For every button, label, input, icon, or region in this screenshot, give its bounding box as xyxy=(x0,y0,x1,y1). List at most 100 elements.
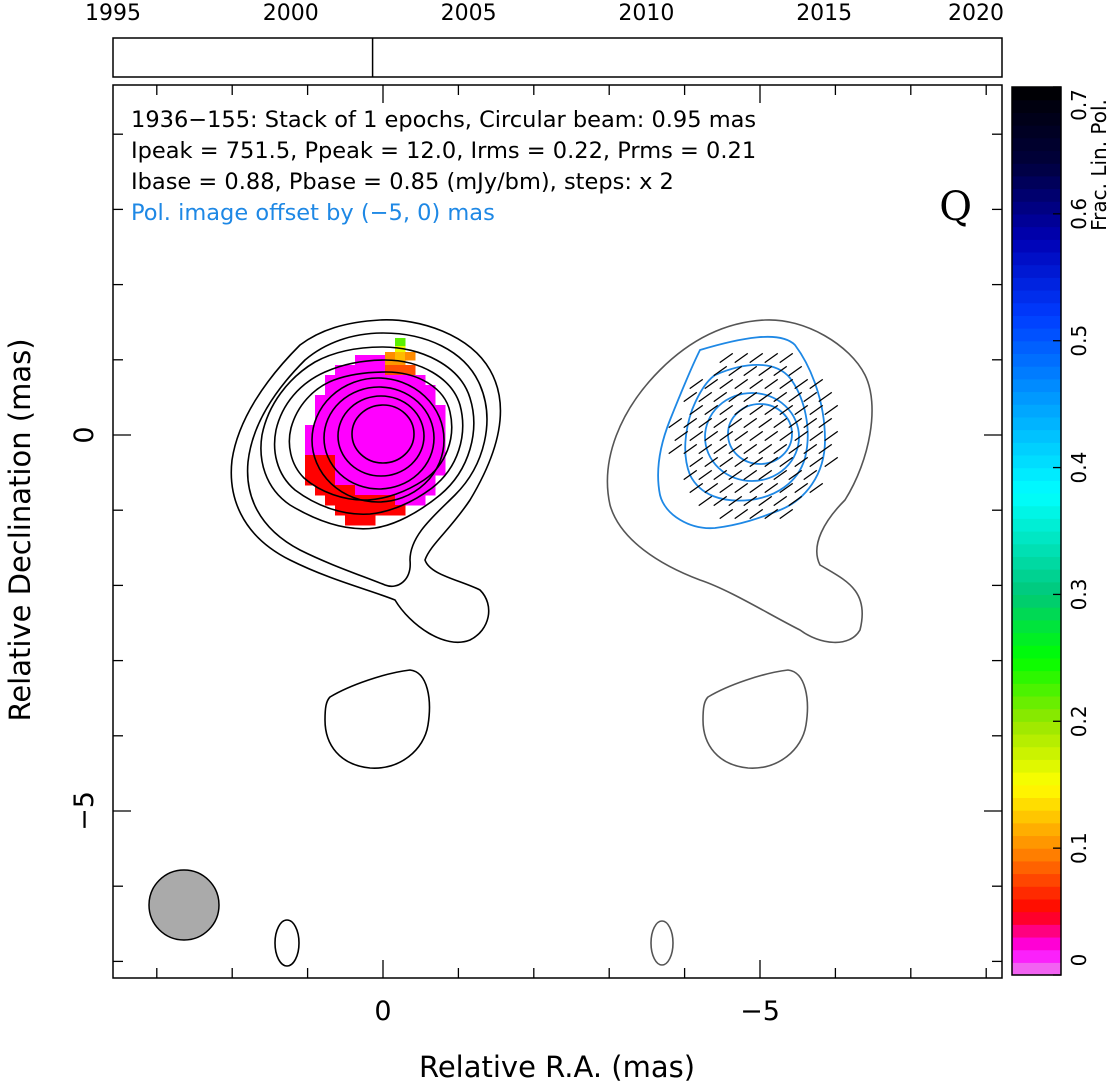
fpol-pixel xyxy=(405,405,416,416)
fpol-pixel xyxy=(425,475,436,486)
fpol-pixel xyxy=(335,415,346,426)
colorbar-band xyxy=(1012,581,1061,596)
evpa-tick xyxy=(713,495,728,507)
y-axis-title: Relative Declination (mas) xyxy=(3,338,37,721)
contour-pol-2 xyxy=(684,363,809,502)
evpa-tick xyxy=(713,469,728,481)
fpol-pixel xyxy=(375,365,386,376)
fpol-pixel xyxy=(435,435,446,446)
evpa-tick xyxy=(743,417,758,429)
contour-i-6 xyxy=(311,377,445,503)
evpa-tick xyxy=(773,417,788,429)
fpol-pixel xyxy=(395,375,406,386)
fpol-pixel xyxy=(335,475,346,486)
evpa-tick xyxy=(734,508,749,520)
fpol-pixel xyxy=(425,425,436,436)
evpa-tick xyxy=(788,417,803,429)
contour-i-7 xyxy=(323,386,435,490)
fpol-pixel xyxy=(335,495,346,506)
fpol-pixel xyxy=(305,465,316,476)
fpol-pixel xyxy=(395,415,406,426)
fpol-pixel xyxy=(385,375,396,386)
evpa-tick xyxy=(764,404,779,416)
fpol-pixel xyxy=(365,365,376,376)
evpa-tick xyxy=(734,378,749,390)
evpa-tick xyxy=(788,469,803,481)
evpa-tick xyxy=(818,417,833,429)
fpol-pixel xyxy=(405,485,416,496)
evpa-tick xyxy=(683,469,698,481)
evpa-tick xyxy=(749,508,764,520)
evpa-tick xyxy=(773,391,788,403)
offset-note: Pol. image offset by (−5, 0) mas xyxy=(131,200,495,226)
evpa-tick xyxy=(734,404,749,416)
fpol-pixel xyxy=(355,445,366,456)
epoch-tick-label: 1995 xyxy=(85,1,141,26)
fpol-pixel xyxy=(375,465,386,476)
fpol-pixel xyxy=(335,365,346,376)
evpa-tick xyxy=(683,391,698,403)
evpa-tick xyxy=(749,456,764,468)
fpol-pixel xyxy=(385,385,396,396)
colorbar-band xyxy=(1012,822,1061,837)
evpa-tick xyxy=(788,443,803,455)
fpol-pixel xyxy=(435,445,446,456)
evpa-tick xyxy=(758,417,773,429)
evpa-tick xyxy=(713,443,728,455)
evpa-tick xyxy=(788,495,803,507)
evpa-tick xyxy=(794,482,809,494)
colorbar-tick-label: 0.7 xyxy=(1067,89,1091,121)
fpol-pixel xyxy=(355,355,366,366)
fpol-pixel xyxy=(365,515,376,526)
fpol-pixel xyxy=(325,475,336,486)
colorbar-band xyxy=(1012,467,1061,481)
info-line-1: 1936−155: Stack of 1 epochs, Circular be… xyxy=(131,107,756,133)
colorbar-band xyxy=(1012,226,1061,240)
fpol-pixel xyxy=(355,505,366,516)
colorbar-tick-label: 0 xyxy=(1067,954,1091,967)
colorbar-tick-label: 0.2 xyxy=(1067,705,1091,737)
fpol-pixel xyxy=(375,385,386,396)
fpol-pixel xyxy=(395,425,406,436)
x-axis-title: Relative R.A. (mas) xyxy=(419,1050,695,1084)
fpol-pixel xyxy=(305,445,316,456)
fpol-pixel xyxy=(385,395,396,406)
colorbar-band xyxy=(1012,531,1061,545)
fpol-pixel xyxy=(315,475,326,486)
evpa-tick xyxy=(758,365,773,377)
fpol-pixel xyxy=(395,338,406,347)
colorbar-tick-label: 0.6 xyxy=(1067,198,1091,230)
fpol-pixel xyxy=(355,405,366,416)
fpol-pixel xyxy=(345,465,356,476)
fpol-pixel xyxy=(345,395,356,406)
evpa-tick xyxy=(764,482,779,494)
fpol-pixel xyxy=(405,385,416,396)
fpol-pixel xyxy=(325,415,336,426)
fpol-pixel xyxy=(345,405,356,416)
evpa-tick xyxy=(794,404,809,416)
fpol-pixel xyxy=(375,375,386,386)
colorbar-band xyxy=(1012,835,1061,849)
fpol-pixel xyxy=(365,415,376,426)
contour-p-offset-south-blob xyxy=(702,669,809,769)
fpol-pixel xyxy=(345,385,356,396)
colorbar-band xyxy=(1012,188,1061,202)
fpol-pixel xyxy=(415,495,426,506)
fpol-pixel xyxy=(345,425,356,436)
fpol-pixel xyxy=(365,425,376,436)
colorbar-band xyxy=(1012,239,1061,253)
evpa-tick xyxy=(698,391,713,403)
fpol-pixel xyxy=(385,485,396,496)
plot-frame xyxy=(112,84,1003,979)
fpol-pixel xyxy=(425,395,436,406)
fpol-pixel xyxy=(375,455,386,466)
fpol-pixel xyxy=(335,425,346,436)
fpol-pixel xyxy=(415,465,426,476)
evpa-tick xyxy=(818,443,833,455)
fpol-pixel xyxy=(405,465,416,476)
colorbar-band xyxy=(1012,442,1061,456)
colorbar-band xyxy=(1012,543,1061,557)
fpol-pixel xyxy=(345,445,356,456)
evpa-tick xyxy=(728,443,743,455)
